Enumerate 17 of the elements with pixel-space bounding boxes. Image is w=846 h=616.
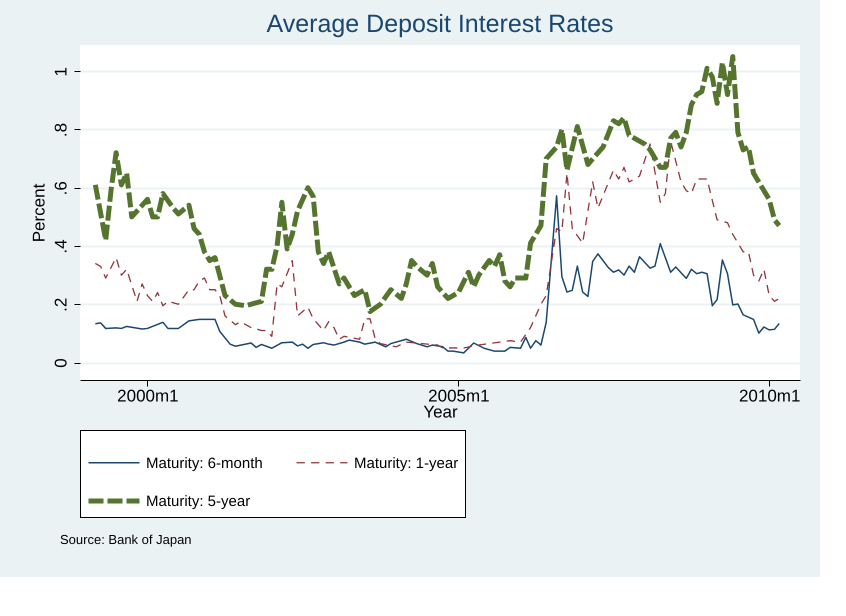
- source-note: Source: Bank of Japan: [60, 532, 192, 547]
- legend-label: Maturity: 6-month: [146, 454, 263, 472]
- chart-title: Average Deposit Interest Rates: [266, 10, 614, 38]
- x-axis-title: Year: [423, 402, 458, 422]
- x-tick-label: 2010m1: [738, 386, 800, 406]
- y-axis-title: Percent: [30, 183, 48, 242]
- y-tick-label: 1: [52, 66, 70, 76]
- line-series: [94, 195, 780, 354]
- y-tick-label: .8: [52, 122, 70, 138]
- legend-label: Maturity: 5-year: [146, 493, 250, 510]
- x-tick-label: 2000m1: [117, 386, 179, 406]
- x-tick-label: 2005m1: [428, 386, 490, 406]
- y-tick-label: 0: [52, 358, 70, 368]
- legend-label: Maturity: 1-year: [354, 454, 458, 472]
- y-tick-label: .6: [52, 181, 70, 196]
- y-tick-label: .2: [52, 298, 70, 312]
- y-tick-label: .4: [52, 239, 70, 254]
